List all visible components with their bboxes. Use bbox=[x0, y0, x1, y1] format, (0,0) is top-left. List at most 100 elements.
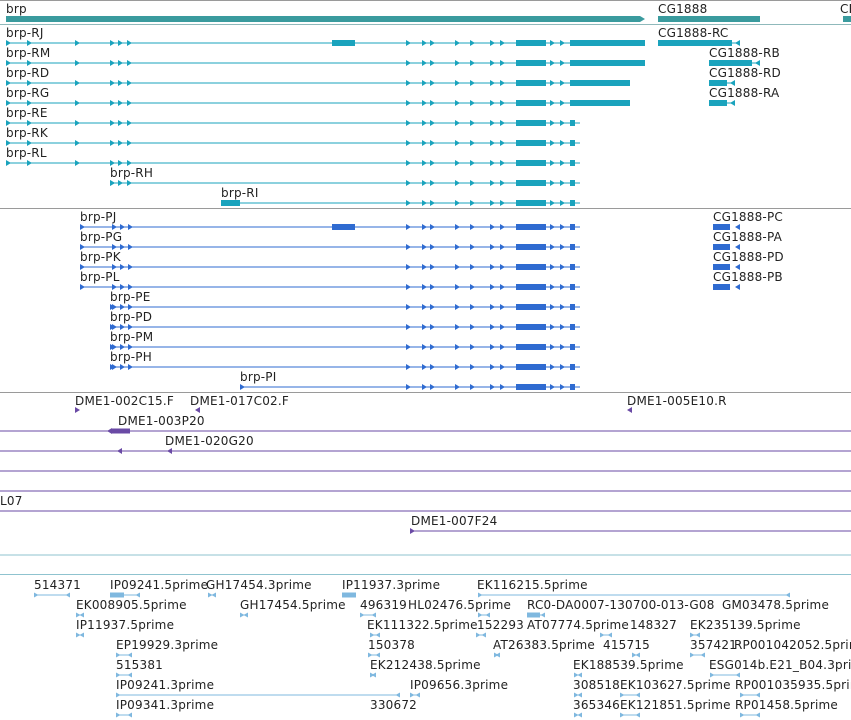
protein-label[interactable]: brp-PH bbox=[110, 350, 152, 364]
protein-5 bbox=[430, 324, 435, 330]
transcript-7 bbox=[422, 180, 427, 186]
clone-label[interactable]: DME1-007F24 bbox=[411, 514, 498, 528]
protein-7 bbox=[430, 364, 435, 370]
transcript-label[interactable]: brp-RJ bbox=[6, 26, 44, 40]
est-label[interactable]: IP09656.3prime bbox=[410, 678, 509, 692]
est-label[interactable]: EK008905.5prime bbox=[76, 598, 187, 612]
est-label[interactable]: 496319 bbox=[360, 598, 408, 612]
protein-8 bbox=[240, 384, 245, 390]
protein-label[interactable]: brp-PG bbox=[80, 230, 123, 244]
protein-7 bbox=[120, 364, 125, 370]
est-label[interactable]: RP01458.5prime bbox=[735, 698, 838, 712]
transcript-1 bbox=[406, 60, 411, 66]
est-feature bbox=[478, 612, 483, 618]
est-feature bbox=[577, 712, 582, 718]
protein-3 bbox=[406, 284, 411, 290]
est-feature bbox=[208, 592, 213, 598]
est-label[interactable]: AT07774.5prime bbox=[527, 618, 629, 632]
est-label[interactable]: EK121851.5prime bbox=[620, 698, 731, 712]
protein-5 bbox=[560, 324, 565, 330]
clone-label[interactable]: DME1-020G20 bbox=[165, 434, 254, 448]
transcript-label[interactable]: brp-RG bbox=[6, 86, 50, 100]
transcript-label[interactable]: CG1888-RB bbox=[709, 46, 780, 60]
est-label[interactable]: 365346 bbox=[573, 698, 621, 712]
protein-cg1888 bbox=[713, 284, 730, 290]
clone-label[interactable]: DME1-003P20 bbox=[118, 414, 205, 428]
est-label[interactable]: EP19929.3prime bbox=[116, 638, 219, 652]
est-label[interactable]: RP001042052.5prime bbox=[734, 638, 851, 652]
est-label[interactable]: 152293 bbox=[477, 618, 525, 632]
protein-label[interactable]: brp-PK bbox=[80, 250, 121, 264]
transcript-5 bbox=[560, 140, 565, 146]
est-label[interactable]: ESG014b.E21_B04.3prime bbox=[709, 658, 851, 672]
est-label[interactable]: EK188539.5prime bbox=[573, 658, 684, 672]
est-label[interactable]: EK212438.5prime bbox=[370, 658, 481, 672]
est-label[interactable]: 330672 bbox=[370, 698, 418, 712]
est-label[interactable]: EK111322.5prime bbox=[367, 618, 478, 632]
clone-label[interactable]: DME1-002C15.F bbox=[75, 394, 175, 408]
protein-label[interactable]: brp-PD bbox=[110, 310, 153, 324]
transcript-4 bbox=[406, 120, 411, 126]
protein-label[interactable]: brp-PJ bbox=[80, 210, 117, 224]
est-label[interactable]: 308518 bbox=[573, 678, 621, 692]
est-label[interactable]: EK103627.5prime bbox=[620, 678, 731, 692]
protein-5 bbox=[570, 324, 575, 330]
transcript-label[interactable]: CG1888-RC bbox=[658, 26, 729, 40]
est-label[interactable]: 148327 bbox=[630, 618, 678, 632]
clone-label[interactable]: DME1-005E10.R bbox=[627, 394, 727, 408]
est-label[interactable]: IP09241.3prime bbox=[116, 678, 215, 692]
transcript-3 bbox=[27, 100, 32, 106]
protein-5 bbox=[516, 324, 546, 330]
gene-label-cr[interactable]: CR bbox=[840, 2, 851, 16]
est-label[interactable]: 514371 bbox=[34, 578, 82, 592]
est-label[interactable]: EK235139.5prime bbox=[690, 618, 801, 632]
clone-label[interactable]: L07 bbox=[0, 494, 23, 508]
protein-label[interactable]: CG1888-PA bbox=[713, 230, 783, 244]
protein-4 bbox=[120, 304, 125, 310]
protein-label[interactable]: brp-PM bbox=[110, 330, 154, 344]
clone-label[interactable]: DME1-017C02.F bbox=[190, 394, 290, 408]
est-label[interactable]: AT26383.5prime bbox=[493, 638, 595, 652]
est-label[interactable]: 357421 bbox=[690, 638, 738, 652]
est-label[interactable]: EK116215.5prime bbox=[477, 578, 588, 592]
est-label[interactable]: RP001035935.5prime bbox=[735, 678, 851, 692]
est-label[interactable]: IP11937.5prime bbox=[76, 618, 175, 632]
est-label[interactable]: GH17454.5prime bbox=[240, 598, 346, 612]
transcript-label[interactable]: brp-RI bbox=[221, 186, 259, 200]
protein-0 bbox=[112, 224, 117, 230]
est-label[interactable]: GM03478.5prime bbox=[722, 598, 830, 612]
transcript-label[interactable]: brp-RM bbox=[6, 46, 51, 60]
transcript-label[interactable]: brp-RE bbox=[6, 106, 48, 120]
protein-7 bbox=[560, 364, 565, 370]
est-label[interactable]: 150378 bbox=[368, 638, 416, 652]
transcript-label[interactable]: brp-RD bbox=[6, 66, 50, 80]
transcript-label[interactable]: brp-RL bbox=[6, 146, 47, 160]
transcript-label[interactable]: CG1888-RA bbox=[709, 86, 780, 100]
est-label[interactable]: GH17454.3prime bbox=[206, 578, 312, 592]
transcript-4 bbox=[490, 120, 495, 126]
gene-label-cg1888[interactable]: CG1888 bbox=[658, 2, 708, 16]
est-label[interactable]: IP09341.3prime bbox=[116, 698, 215, 712]
est-label[interactable]: IP09241.5prime bbox=[110, 578, 209, 592]
protein-label[interactable]: brp-PE bbox=[110, 290, 151, 304]
protein-label[interactable]: CG1888-PD bbox=[713, 250, 784, 264]
est-label[interactable]: IP11937.3prime bbox=[342, 578, 441, 592]
protein-label[interactable]: brp-PI bbox=[240, 370, 277, 384]
transcript-label[interactable]: brp-RK bbox=[6, 126, 48, 140]
protein-label[interactable]: brp-PL bbox=[80, 270, 120, 284]
transcript-5 bbox=[550, 140, 555, 146]
est-label[interactable]: RC0-DA0007-130700-013-G08 bbox=[527, 598, 715, 612]
protein-label[interactable]: CG1888-PB bbox=[713, 270, 783, 284]
protein-5 bbox=[490, 324, 495, 330]
protein-4 bbox=[550, 304, 555, 310]
est-label[interactable]: 415715 bbox=[603, 638, 651, 652]
est-label[interactable]: HL02476.5prime bbox=[408, 598, 512, 612]
est-label[interactable]: 515381 bbox=[116, 658, 164, 672]
transcript-label[interactable]: brp-RH bbox=[110, 166, 154, 180]
protein-7 bbox=[406, 364, 411, 370]
transcript-label[interactable]: CG1888-RD bbox=[709, 66, 781, 80]
transcript-4 bbox=[127, 120, 132, 126]
gene-label-brp[interactable]: brp bbox=[6, 2, 27, 16]
protein-label[interactable]: CG1888-PC bbox=[713, 210, 783, 224]
